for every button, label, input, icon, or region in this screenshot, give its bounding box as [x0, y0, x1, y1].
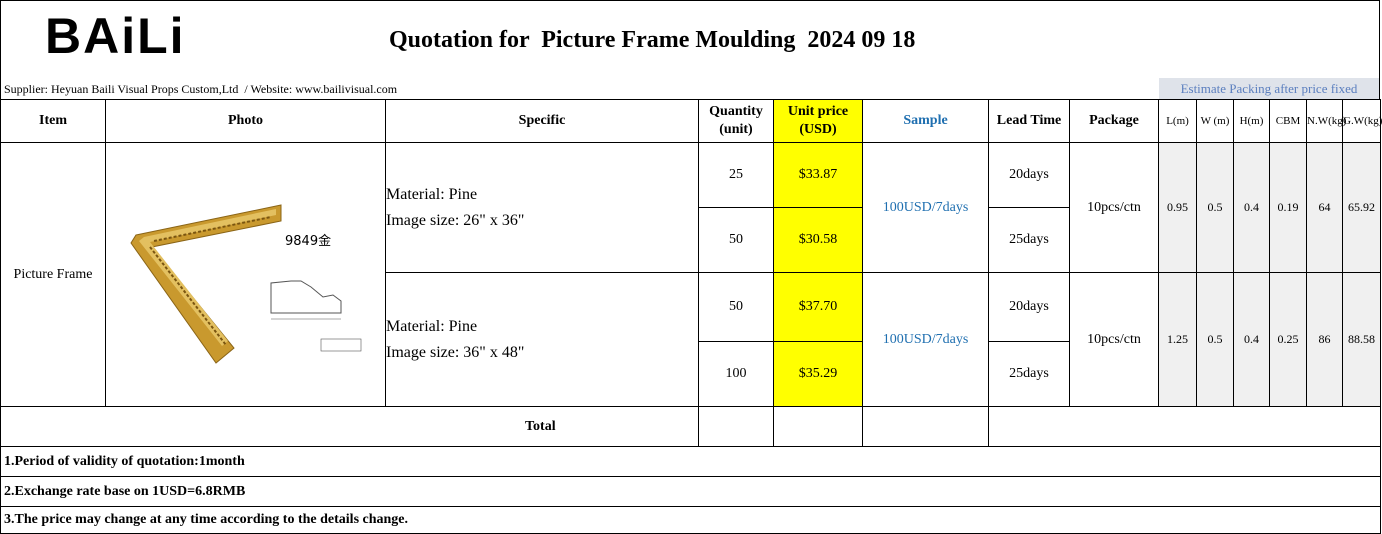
packing-dimension: 0.95 [1158, 142, 1197, 273]
total-quantity [698, 406, 774, 447]
package: 10pcs/ctn [1069, 142, 1159, 273]
item: Picture Frame [0, 142, 106, 407]
packing-dimension: 64 [1306, 142, 1343, 273]
column-header: L(m) [1158, 99, 1197, 143]
unit-price: $37.70 [773, 272, 863, 342]
material: Material: Pine [386, 185, 478, 203]
title: Quotation for Picture Frame Moulding 202… [389, 27, 916, 53]
packing-dimension: 65.92 [1342, 142, 1381, 273]
total: Total [0, 406, 699, 447]
column-header: H(m) [1233, 99, 1270, 143]
unit-price: $30.58 [773, 207, 863, 273]
table-row: 100 $35.29 25days [1, 341, 1381, 407]
packing-dimension: 1.25 [1158, 272, 1197, 407]
packing-note: Estimate Packing after price fixed [1159, 78, 1379, 99]
column-header: N.W(kg) [1306, 99, 1346, 143]
column-header: G.W(kg) [1342, 99, 1382, 143]
table-row: 1.Period of validity of quotation:1month [0, 446, 1381, 477]
lead-time: 20days [988, 272, 1070, 342]
specific: Material: Pine Image size: 26" x 36" [385, 142, 699, 273]
unit-price: $35.29 [773, 341, 863, 407]
quantity: 100 [698, 341, 774, 407]
packing-dimension: 88.58 [1342, 272, 1381, 407]
specific: Material: Pine Image size: 36" x 48" [385, 272, 699, 407]
image-size: Image size: 26" x 36" [386, 211, 525, 229]
column-header: Unit price (USD) [773, 99, 863, 143]
supplier: Supplier: Heyuan Baili Visual Props Cust… [4, 82, 398, 96]
column-header: Quantity (unit) [698, 99, 774, 143]
photo-image [130, 204, 362, 364]
note: 3.The price may change at any time accor… [0, 506, 1381, 534]
unit-price: $33.87 [773, 142, 863, 208]
packing-dimension: 0.5 [1196, 142, 1234, 273]
lead-time: 25days [988, 341, 1070, 407]
material: Material: Pine [386, 317, 478, 335]
photo-label: 9849金 [285, 234, 332, 249]
image-size: Image size: 36" x 48" [386, 343, 525, 361]
table-row: 3.The price may change at any time accor… [0, 506, 1381, 534]
lead-time: 25days [988, 207, 1070, 273]
column-header: Lead Time [988, 99, 1070, 143]
table-row: Picture Frame Material: Pine Image size: … [0, 142, 1381, 407]
packing-dimension: 0.19 [1269, 142, 1307, 273]
sample: 100USD/7days [862, 272, 989, 407]
column-header: Package [1069, 99, 1159, 143]
package: 10pcs/ctn [1069, 272, 1159, 407]
packing-dimension: 0.4 [1233, 142, 1270, 273]
note: 2.Exchange rate base on 1USD=6.8RMB [0, 476, 1381, 507]
table-row: Item Photo Specific Quantity (unit) Unit pri… [0, 99, 1382, 143]
total-rest [988, 406, 1381, 447]
quotation-table: Item Photo Specific Quantity (unit) Unit pri… [0, 99, 1382, 534]
header: BAiLi Quotation for Picture Frame Mouldi… [0, 0, 1380, 99]
column-header: Sample [862, 99, 989, 143]
table-row: Material: Pine Image size: 36" x 48" 50 $37… [1, 272, 1381, 407]
packing-dimension: 0.5 [1196, 272, 1234, 407]
total-sample [862, 406, 989, 447]
quantity: 50 [698, 272, 774, 342]
photo [105, 142, 386, 407]
quantity: 25 [698, 142, 774, 208]
column-header: CBM [1269, 99, 1307, 143]
table-row: Total [0, 406, 1381, 447]
quantity: 50 [698, 207, 774, 273]
packing-dimension: 86 [1306, 272, 1343, 407]
table-row: 50 $30.58 25days [1, 207, 1381, 273]
table-row: 2.Exchange rate base on 1USD=6.8RMB [0, 476, 1381, 507]
column-header: Item [0, 99, 106, 143]
lead-time: 20days [988, 142, 1070, 208]
note: 1.Period of validity of quotation:1month [0, 446, 1381, 477]
packing-dimension: 0.25 [1269, 272, 1307, 407]
column-header: Specific [385, 99, 699, 143]
column-header: Photo [105, 99, 386, 143]
column-header: W (m) [1196, 99, 1234, 143]
logo: BAiLi [45, 8, 186, 64]
sample: 100USD/7days [862, 142, 989, 273]
packing-dimension: 0.4 [1233, 272, 1270, 407]
total-price [773, 406, 863, 447]
